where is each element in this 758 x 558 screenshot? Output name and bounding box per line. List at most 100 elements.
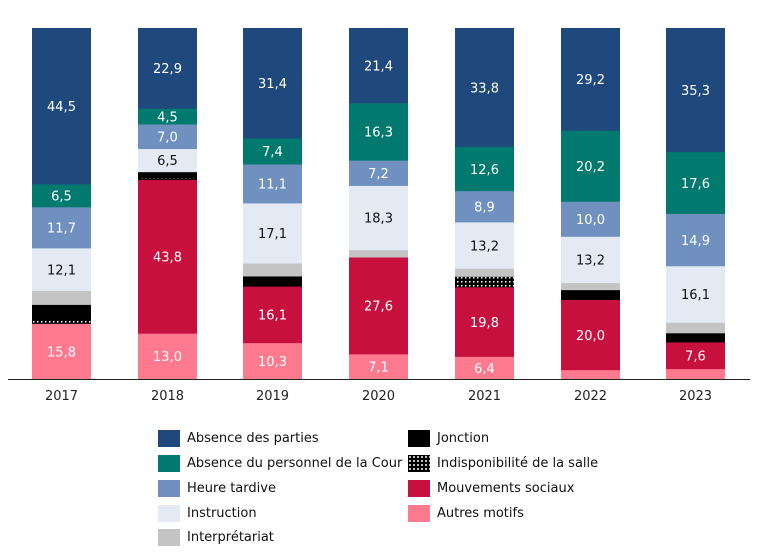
data-label: 12,6: [470, 163, 499, 178]
legend-item: Absence du personnel de la Cour: [158, 453, 402, 473]
legend-swatch: [158, 479, 180, 497]
bar-segment-2022-absence-du-personnel-de-la-cour: [561, 130, 620, 202]
data-label: 29,2: [576, 73, 605, 88]
bar-segment-2018-absence-des-parties: [138, 28, 197, 109]
data-label: 7,6: [685, 349, 706, 364]
bar-segment-2023-autres-motifs: [666, 368, 725, 380]
bar-segment-2020-mouvements-sociaux: [349, 257, 408, 355]
legend-swatch: [158, 429, 180, 447]
legend-label: Instruction: [187, 505, 257, 521]
bar-segment-2019-interpr-tariat: [243, 263, 302, 277]
bar-segment-2018-indisponibilit-de-la-salle: [138, 177, 197, 180]
legend-label: Absence du personnel de la Cour: [187, 455, 403, 471]
data-label: 19,8: [470, 316, 499, 331]
bar-segment-2022-autres-motifs: [561, 369, 620, 380]
data-label: 10,0: [576, 213, 605, 228]
bar-segment-2017-autres-motifs: [32, 323, 91, 380]
data-label: 7,4: [262, 145, 283, 160]
legend-swatch: [408, 454, 430, 472]
data-label: 17,1: [258, 227, 287, 242]
legend-item: Indisponibilité de la salle: [408, 453, 598, 473]
legend-item: Instruction: [158, 503, 257, 523]
data-label: 14,9: [681, 234, 710, 249]
legend-swatch: [158, 528, 180, 546]
bar-segment-2017-jonction: [32, 304, 91, 320]
data-label: 6,5: [157, 154, 178, 169]
segment-labels-group: 15,8 12,1 11,7 6,5 44,5 13,0 43,8 6,5 7,0 4,5 22,9…: [47, 60, 710, 377]
bar-segment-2021-absence-du-personnel-de-la-cour: [455, 146, 514, 192]
bar-segment-2019-jonction: [243, 276, 302, 287]
data-label: 10,3: [258, 355, 287, 370]
legend-swatch: [408, 504, 430, 522]
x-tick-labels-group: 2017 2018 2019 2020 2021 2022 2023: [45, 389, 712, 404]
legend-label: Mouvements sociaux: [437, 480, 575, 496]
bar-segment-2021-indisponibilit-de-la-salle: [455, 276, 514, 288]
data-label: 27,6: [364, 300, 393, 315]
bar-segment-2019-autres-motifs: [243, 342, 302, 380]
x-tick-label: 2019: [256, 389, 289, 404]
data-label: 15,8: [47, 345, 76, 360]
bar-segment-2023-jonction: [666, 333, 725, 343]
bar-segment-2018-absence-du-personnel-de-la-cour: [138, 108, 197, 125]
x-tick-label: 2022: [574, 389, 607, 404]
legend-label: Jonction: [437, 430, 490, 446]
bar-segment-2022-mouvements-sociaux: [561, 299, 620, 371]
x-tick-label: 2020: [362, 389, 395, 404]
legend-swatch: [408, 479, 430, 497]
x-tick-label: 2023: [679, 389, 712, 404]
legend-item: Mouvements sociaux: [408, 478, 574, 498]
bar-segment-2022-jonction: [561, 289, 620, 300]
bar-segment-2019-absence-du-personnel-de-la-cour: [243, 138, 302, 165]
legend-item: Jonction: [408, 428, 489, 448]
bar-segment-2017-interpr-tariat: [32, 290, 91, 305]
bar-segment-2020-heure-tardive: [349, 160, 408, 186]
bar-segment-2019-heure-tardive: [243, 164, 302, 204]
bar-segment-2018-mouvements-sociaux: [138, 179, 197, 334]
data-label: 44,5: [47, 100, 76, 115]
data-label: 17,6: [681, 177, 710, 192]
legend-swatch: [158, 504, 180, 522]
data-label: 20,2: [576, 160, 605, 175]
stacked-bar-chart: 15,8 12,1 11,7 6,5 44,5 13,0 43,8 6,5 7,0 4,5 22,9…: [8, 28, 750, 404]
data-label: 18,3: [364, 212, 393, 227]
legend-swatch: [158, 454, 180, 472]
data-label: 13,2: [576, 254, 605, 269]
data-label: 8,9: [474, 200, 495, 215]
bar-segment-2020-absence-du-personnel-de-la-cour: [349, 103, 408, 161]
bar-segment-2022-instruction: [561, 236, 620, 284]
bar-segment-2021-heure-tardive: [455, 190, 514, 223]
bar-segment-2022-heure-tardive: [561, 201, 620, 237]
data-label: 7,1: [368, 361, 389, 376]
bar-segment-2018-heure-tardive: [138, 124, 197, 150]
bar-segment-2023-instruction: [666, 265, 725, 323]
bar-segment-2018-interpr-tariat: [138, 171, 197, 173]
data-label: 22,9: [153, 62, 182, 77]
bar-segment-2019-absence-des-parties: [243, 28, 302, 139]
legend-label: Absence des parties: [187, 430, 319, 446]
data-label: 7,0: [157, 130, 178, 145]
bars-group: [32, 28, 725, 380]
bar-segment-2020-interpr-tariat: [349, 249, 408, 258]
bar-segment-2020-instruction: [349, 185, 408, 251]
bar-segment-2017-absence-des-parties: [32, 28, 91, 185]
bar-segment-2017-heure-tardive: [32, 207, 91, 249]
bar-segment-2023-mouvements-sociaux: [666, 342, 725, 370]
data-label: 21,4: [364, 60, 393, 75]
legend-item: Heure tardive: [158, 478, 276, 498]
bar-segment-2023-absence-des-parties: [666, 28, 725, 153]
data-label: 31,4: [258, 77, 287, 92]
legend-label: Autres motifs: [437, 505, 524, 521]
bar-segment-2020-absence-des-parties: [349, 28, 408, 104]
data-label: 35,3: [681, 84, 710, 99]
legend-item: Absence des parties: [158, 428, 319, 448]
bar-segment-2017-absence-du-personnel-de-la-cour: [32, 184, 91, 208]
legend-label: Heure tardive: [187, 480, 276, 496]
data-label: 33,8: [470, 81, 499, 96]
bar-segment-2023-absence-du-personnel-de-la-cour: [666, 151, 725, 214]
bar-segment-2018-autres-motifs: [138, 333, 197, 380]
legend-label: Interprétariat: [187, 529, 274, 545]
bar-segment-2017-instruction: [32, 248, 91, 291]
data-label: 11,1: [258, 178, 287, 193]
bar-segment-2019-instruction: [243, 203, 302, 264]
data-label: 43,8: [153, 251, 182, 266]
